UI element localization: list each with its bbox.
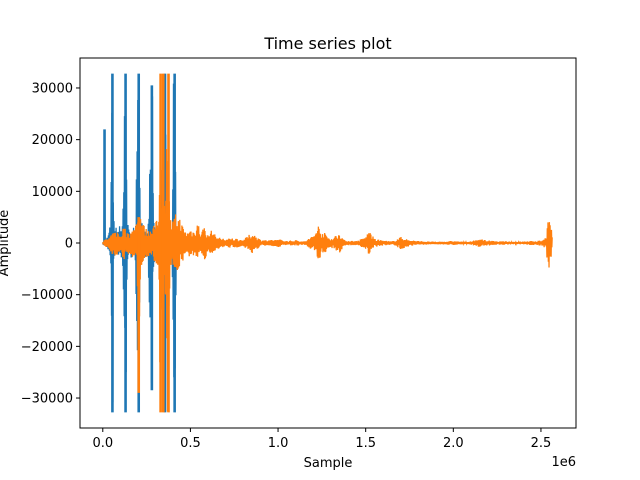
x-tick-label: 1.5	[355, 436, 376, 451]
x-tick-label: 2.5	[531, 436, 552, 451]
y-tick-label: −10000	[21, 288, 73, 303]
y-tick-label: 10000	[32, 185, 73, 200]
series-1	[102, 73, 553, 413]
series-1-line	[102, 113, 553, 412]
y-axis-label: Amplitude	[0, 210, 12, 277]
y-axis-ticks: −30000 −20000 −10000 0 10000 20000 30000	[21, 81, 80, 407]
y-tick-label: −20000	[21, 340, 73, 355]
x-axis-ticks: 0.0 0.5 1.0 1.5 2.0 2.5	[92, 428, 551, 451]
chart-title: Time series plot	[263, 34, 391, 53]
y-tick-label: 0	[65, 237, 73, 252]
x-tick-label: 2.0	[443, 436, 464, 451]
x-tick-label: 0.5	[180, 436, 201, 451]
x-axis-label: Sample	[304, 456, 353, 471]
x-tick-label: 1.0	[268, 436, 289, 451]
y-tick-label: −30000	[21, 392, 73, 407]
x-tick-label: 0.0	[92, 436, 113, 451]
series-layer	[102, 73, 553, 413]
y-tick-label: 30000	[32, 81, 73, 96]
x-axis-offset-label: 1e6	[551, 455, 576, 470]
y-tick-label: 20000	[32, 133, 73, 148]
